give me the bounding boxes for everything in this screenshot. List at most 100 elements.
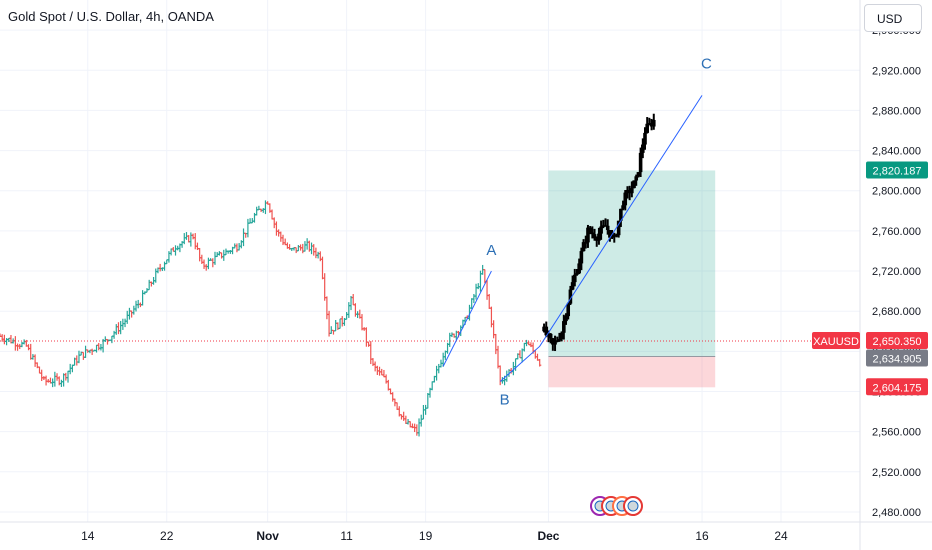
price-tag: 2,820.187: [866, 161, 928, 179]
forecast-body: [599, 226, 603, 234]
ohlc-bar: [141, 290, 145, 306]
ohlc-bar: [123, 318, 127, 328]
ohlc-bar: [20, 341, 24, 348]
x-tick-label: 24: [774, 529, 788, 543]
forecast-bar: [651, 113, 656, 130]
ohlc-bar: [476, 283, 480, 290]
ohlc-bar: [274, 221, 279, 236]
forecast-body: [623, 192, 628, 206]
forecast-body: [632, 180, 636, 189]
ohlc-bar: [391, 392, 395, 402]
forecast-body: [630, 188, 634, 194]
forecast-bar: [597, 227, 601, 245]
forecast-body: [570, 282, 575, 290]
x-tick-label: 14: [81, 529, 95, 543]
forecast-bar: [566, 302, 571, 320]
forecast-bar: [627, 185, 632, 201]
ohlc-bar: [360, 314, 364, 331]
forecast-bar: [625, 186, 630, 199]
ohlc-bar: [474, 283, 478, 300]
price-tag-label: XAUUSD: [813, 336, 859, 348]
ohlc-bar: [127, 307, 132, 320]
ohlc-bar: [134, 300, 138, 312]
forecast-body: [583, 242, 588, 244]
forecast-body: [638, 152, 643, 173]
forecast-body: [586, 227, 590, 243]
ohlc-bar: [270, 209, 274, 220]
ohlc-bar: [132, 305, 136, 315]
price-tag: 2,604.175: [866, 378, 928, 396]
ohlc-bar: [377, 366, 382, 376]
forecast-body: [579, 251, 584, 264]
forecast-body: [555, 340, 560, 342]
ohlc-bar: [496, 345, 500, 369]
forecast-body: [594, 238, 599, 241]
forecast-body: [597, 233, 601, 241]
ohlc-bar: [55, 373, 59, 381]
ohlc-bar: [15, 343, 20, 351]
forecast-bar: [645, 117, 649, 134]
ohlc-bar: [402, 411, 406, 421]
forecast-body: [542, 326, 546, 332]
ohlc-bar: [334, 320, 338, 332]
forecast-body: [553, 340, 557, 345]
forecast-body: [634, 176, 639, 181]
forecast-bar: [577, 258, 581, 275]
ohlc-bar: [68, 363, 72, 375]
price-tag-label: 2,634.905: [873, 353, 922, 365]
y-tick-label: 2,920.000: [872, 65, 921, 77]
ohlc-bar: [59, 379, 64, 387]
ohlc-bar: [222, 249, 226, 261]
y-tick-label: 2,760.000: [872, 226, 921, 238]
ohlc-bar: [303, 241, 307, 252]
forecast-bar: [638, 147, 643, 178]
forecast-bar: [575, 268, 579, 276]
ohlc-bar: [522, 342, 526, 352]
x-tick-label: 22: [160, 529, 174, 543]
forecast-body: [627, 189, 632, 194]
forecast-bar: [621, 200, 625, 211]
forecast-bar: [636, 172, 641, 178]
price-tag-bg: [866, 161, 928, 179]
ohlc-bar: [147, 279, 151, 291]
ohlc-bar: [419, 414, 423, 427]
wave-line: [442, 270, 492, 367]
price-tag-label: 2,604.175: [873, 382, 922, 394]
ohlc-bar: [380, 368, 384, 376]
ohlc-bar: [114, 324, 118, 335]
ohlc-bar: [538, 358, 542, 367]
forecast-body: [619, 208, 623, 221]
forecast-body: [566, 303, 571, 317]
forecast-body: [649, 123, 654, 127]
forecast-body: [544, 326, 549, 336]
forecast-bar: [588, 226, 592, 235]
forecast-body: [643, 132, 647, 145]
forecast-bar: [592, 228, 597, 241]
ohlc-bar: [340, 316, 344, 327]
forecast-bar: [581, 239, 586, 252]
ohlc-bar: [2, 334, 6, 345]
forecast-bar: [649, 118, 654, 131]
x-tick-label: 19: [419, 529, 433, 543]
ohlc-bar: [364, 327, 368, 347]
ohlc-bar: [13, 336, 17, 351]
ohlc-bar: [430, 381, 434, 391]
ohlc-bar: [235, 243, 239, 253]
ohlc-bar: [64, 372, 68, 381]
currency-button[interactable]: USD: [864, 4, 922, 32]
forecast-body: [548, 333, 553, 339]
ohlc-bar: [369, 341, 373, 365]
ohlc-bar: [347, 302, 351, 318]
ohlc-bar: [255, 206, 259, 216]
forecast-body: [551, 338, 555, 345]
ohlc-bar: [312, 244, 316, 256]
ohlc-bar: [44, 375, 48, 386]
ohlc-bar: [66, 370, 70, 383]
forecast-bar: [542, 323, 546, 333]
target-zone: [548, 170, 716, 357]
forecast-bar: [559, 331, 564, 342]
forecast-body: [612, 234, 617, 237]
forecast-body: [603, 225, 608, 227]
forecast-bar: [564, 313, 568, 325]
